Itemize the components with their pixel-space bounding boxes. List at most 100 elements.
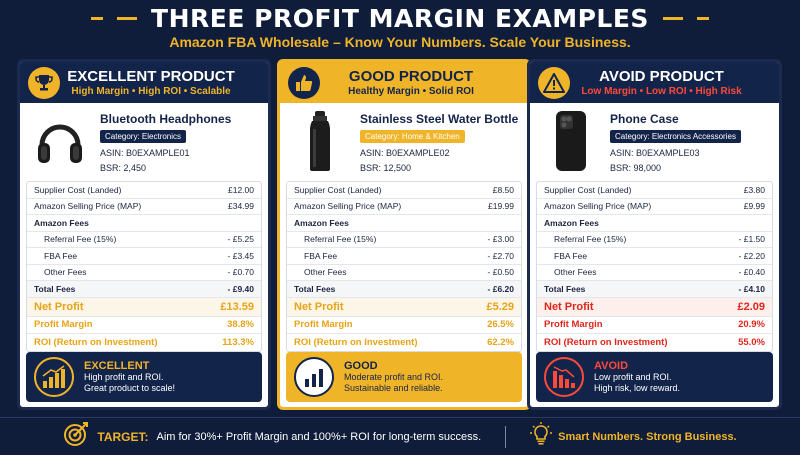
product-asin: ASIN: B0EXAMPLE03 [610,148,700,158]
table-row: ROI (Return on Investment) 113.3% [27,334,261,351]
fba-fee-value: - £2.70 [487,250,514,261]
table-row: Profit Margin 38.8% [27,317,261,334]
referral-fee-label: Referral Fee (15%) [554,234,627,245]
table-row: Total Fees - £9.40 [27,281,261,298]
verdict-line-1: Low profit and ROI. [594,372,672,382]
net-profit-value: £13.59 [220,300,254,313]
roi-value: 55.0% [738,336,765,348]
table-row: FBA Fee - £3.45 [27,248,261,265]
verdict-line-1: High profit and ROI. [84,372,164,382]
table-row: Amazon Selling Price (MAP) £19.99 [287,199,521,215]
table-row: Referral Fee (15%) - £3.00 [287,232,521,248]
table-row: Net Profit £5.29 [287,297,521,317]
roi-label: ROI (Return on Investment) [294,336,418,348]
fees-heading: Amazon Fees [34,217,89,228]
lightbulb-icon [530,422,553,451]
selling-price-value: £9.99 [743,201,765,212]
table-row: Amazon Selling Price (MAP) £34.99 [27,199,261,215]
net-profit-label: Net Profit [544,300,594,313]
profit-margin-value: 26.5% [487,319,514,330]
table-row: FBA Fee - £2.70 [287,248,521,265]
net-profit-label: Net Profit [34,300,84,313]
table-row: Referral Fee (15%) - £1.50 [537,232,772,248]
card-good: GOOD PRODUCT Healthy Margin • Solid ROI … [277,59,531,410]
other-fees-value: - £0.50 [487,267,514,278]
footer-slogan-group: Smart Numbers. Strong Business. [530,422,737,451]
category-badge: Category: Electronics [100,130,187,143]
net-profit-value: £2.09 [737,300,765,313]
total-fees-label: Total Fees [34,283,76,294]
falling-chart-icon [544,357,584,397]
footer-divider [505,425,507,448]
fba-fee-value: - £3.45 [227,250,254,261]
thumbs-up-icon [288,66,320,99]
referral-fee-value: - £3.00 [487,234,514,245]
fba-fee-label: FBA Fee [44,250,78,261]
profit-table: Supplier Cost (Landed) £8.50 Amazon Selli… [286,181,522,352]
roi-label: ROI (Return on Investment) [544,336,668,348]
other-fees-value: - £0.40 [738,267,765,278]
profit-table: Supplier Cost (Landed) £3.80 Amazon Selli… [536,181,773,352]
product-bsr: BSR: 12,500 [360,163,412,173]
bar-chart-icon [294,357,334,397]
table-row: ROI (Return on Investment) 62.2% [287,334,521,351]
total-fees-value: - £4.10 [738,283,765,294]
phone-case-image [538,109,602,173]
table-row: Amazon Fees [287,215,521,232]
profit-margin-label: Profit Margin [34,319,93,330]
roi-value: 62.2% [487,336,514,348]
fba-fee-label: FBA Fee [304,250,338,261]
rising-chart-icon [34,357,74,397]
product-name: Phone Case [610,112,679,126]
supplier-cost-value: £8.50 [492,184,514,195]
product-asin: ASIN: B0EXAMPLE02 [360,148,450,158]
page-title: THREE PROFIT MARGIN EXAMPLES [151,4,649,33]
product-info: Bluetooth Headphones Category: Electroni… [20,103,268,175]
trophy-icon [28,66,60,99]
profit-margin-label: Profit Margin [544,319,603,330]
target-label: TARGET: [97,429,149,444]
table-row: Supplier Cost (Landed) £3.80 [537,182,772,199]
profit-margin-label: Profit Margin [294,319,353,330]
water-bottle-image [288,109,352,173]
title-decoration-left [117,17,138,20]
product-name: Bluetooth Headphones [100,112,232,126]
table-row: FBA Fee - £2.20 [537,248,772,265]
target-text: Aim for 30%+ Profit Margin and 100%+ ROI… [156,430,482,443]
verdict-box: GOOD Moderate profit and ROI. Sustainabl… [286,352,522,402]
table-row: Total Fees - £6.20 [287,281,521,298]
table-row: ROI (Return on Investment) 55.0% [537,334,772,351]
card-title: AVOID PRODUCT [599,67,724,85]
category-badge: Category: Electronics Accessories [610,130,741,143]
table-row: Other Fees - £0.50 [287,265,521,281]
footer: TARGET: Aim for 30%+ Profit Margin and 1… [0,417,800,455]
other-fees-value: - £0.70 [227,267,254,278]
footer-slogan: Smart Numbers. Strong Business. [558,430,737,443]
table-row: Amazon Fees [27,215,261,232]
product-info: Stainless Steel Water Bottle Category: H… [280,103,528,175]
table-row: Net Profit £2.09 [537,297,772,317]
verdict-box: AVOID Low profit and ROI. High risk, low… [536,352,773,402]
verdict-line-2: High risk, low reward. [594,383,681,393]
table-row: Supplier Cost (Landed) £12.00 [27,182,261,199]
supplier-cost-label: Supplier Cost (Landed) [294,184,382,195]
selling-price-label: Amazon Selling Price (MAP) [294,201,402,212]
card-title: GOOD PRODUCT [348,67,474,85]
verdict-title: GOOD [344,360,378,372]
card-avoid: AVOID PRODUCT Low Margin • Low ROI • Hig… [527,59,782,410]
referral-fee-label: Referral Fee (15%) [44,234,117,245]
supplier-cost-value: £12.00 [228,184,254,195]
product-asin: ASIN: B0EXAMPLE01 [100,148,190,158]
verdict-title: EXCELLENT [84,360,150,372]
table-row: Other Fees - £0.40 [537,265,772,281]
product-bsr: BSR: 2,450 [100,163,147,173]
card-title: EXCELLENT PRODUCT [67,67,235,85]
supplier-cost-label: Supplier Cost (Landed) [544,184,632,195]
fees-heading: Amazon Fees [544,217,599,228]
table-row: Total Fees - £4.10 [537,281,772,298]
table-row: Profit Margin 20.9% [537,317,772,334]
supplier-cost-value: £3.80 [743,184,765,195]
table-row: Supplier Cost (Landed) £8.50 [287,182,521,199]
title-decoration-right [662,17,683,20]
referral-fee-label: Referral Fee (15%) [304,234,377,245]
